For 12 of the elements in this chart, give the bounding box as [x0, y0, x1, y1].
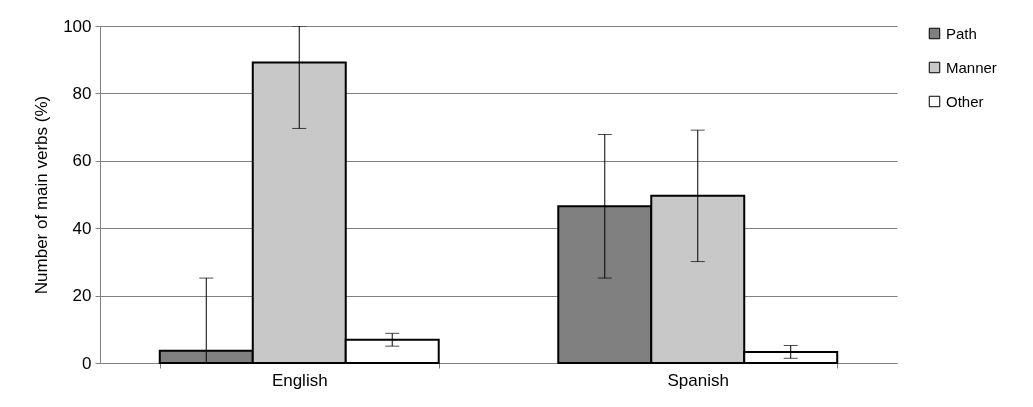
- x-tick-label: English: [271, 370, 328, 390]
- x-tick-label: Spanish: [667, 370, 729, 390]
- y-axis-title: Number of main verbs (%): [32, 95, 52, 295]
- y-tick-label: 40: [72, 218, 92, 238]
- y-tick-label: 80: [72, 83, 92, 103]
- y-tick-label: 60: [72, 151, 92, 171]
- legend-label: Other: [946, 92, 984, 110]
- y-tick-label: 100: [63, 16, 92, 36]
- y-tick-label: 20: [72, 286, 92, 306]
- y-tick-label: 0: [82, 353, 92, 373]
- legend-label: Path: [946, 24, 977, 42]
- legend-label: Manner: [946, 58, 997, 76]
